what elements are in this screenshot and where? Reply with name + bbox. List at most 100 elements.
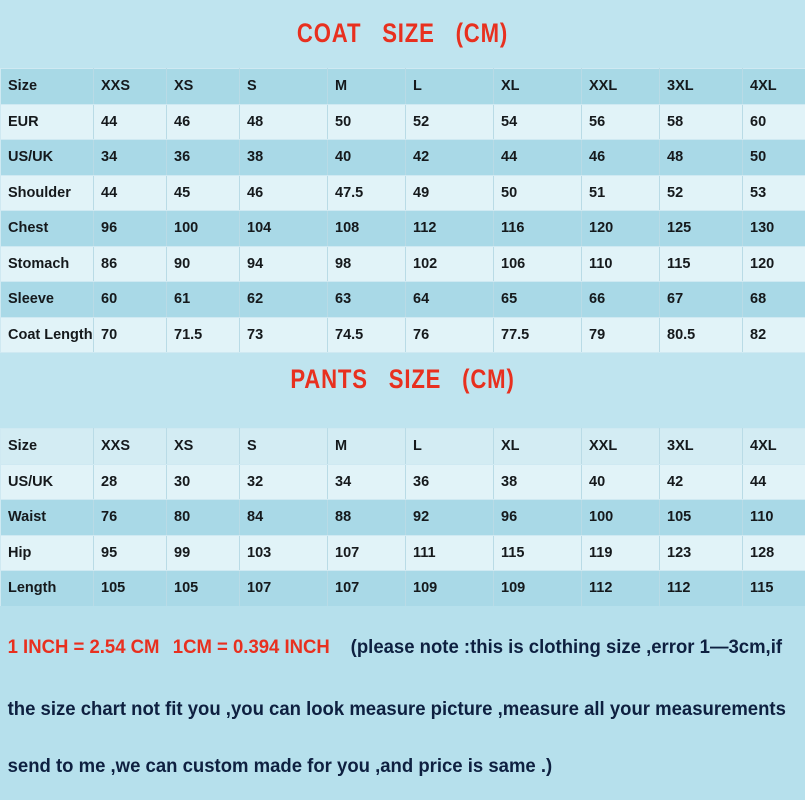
table-cell: 105 xyxy=(166,570,240,607)
table-cell: 123 xyxy=(659,534,743,571)
pants-column-header: L xyxy=(405,428,494,465)
coat-column-header: XXS xyxy=(93,68,167,105)
table-row: EUR44464850525456586062 xyxy=(0,103,805,140)
table-cell: 32 xyxy=(239,463,328,500)
table-cell: 52 xyxy=(405,103,494,140)
note-line-1-rest: (please note :this is clothing size ,err… xyxy=(350,636,783,658)
table-cell: 46 xyxy=(239,174,328,211)
table-cell: 54 xyxy=(493,103,582,140)
table-cell: 90 xyxy=(166,245,240,282)
table-cell: 110 xyxy=(742,499,805,536)
table-cell: 36 xyxy=(405,463,494,500)
inch-to-cm-conversion: 1 INCH = 2.54 CM xyxy=(7,636,160,658)
pants-title-container: PANTS SIZE (CM) xyxy=(0,364,805,404)
table-cell: 44 xyxy=(493,139,582,176)
coat-column-header: 3XL xyxy=(659,68,743,105)
table-cell: 30 xyxy=(166,463,240,500)
table-cell: 128 xyxy=(742,534,805,571)
coat-column-header: XS xyxy=(166,68,240,105)
table-cell: 65 xyxy=(493,281,582,318)
table-cell: 74.5 xyxy=(327,316,406,353)
table-cell: 46 xyxy=(581,139,660,176)
table-cell: 71.5 xyxy=(166,316,240,353)
table-cell: 125 xyxy=(659,210,743,247)
table-cell: 76 xyxy=(93,499,167,536)
table-cell: 110 xyxy=(581,245,660,282)
table-cell: 98 xyxy=(327,245,406,282)
coat-column-header: S xyxy=(239,68,328,105)
table-cell: 120 xyxy=(581,210,660,247)
table-row: Chest96100104108112116120125130135 xyxy=(0,210,805,247)
row-label: Coat Length xyxy=(0,316,94,353)
coat-column-header: Size xyxy=(0,68,94,105)
row-label: US/UK xyxy=(0,139,94,176)
table-cell: 67 xyxy=(659,281,743,318)
table-cell: 63 xyxy=(327,281,406,318)
table-cell: 73 xyxy=(239,316,328,353)
table-cell: 44 xyxy=(742,463,805,500)
pants-column-header: S xyxy=(239,428,328,465)
row-label: Waist xyxy=(0,499,94,536)
table-cell: 34 xyxy=(327,463,406,500)
note-line-1: 1 INCH = 2.54 CM 1CM = 0.394 INCH (please … xyxy=(0,632,782,662)
table-cell: 34 xyxy=(93,139,167,176)
table-cell: 66 xyxy=(581,281,660,318)
table-row: US/UK34363840424446485052 xyxy=(0,139,805,176)
row-label: Sleeve xyxy=(0,281,94,318)
table-cell: 80 xyxy=(166,499,240,536)
table-cell: 100 xyxy=(166,210,240,247)
table-cell: 44 xyxy=(93,174,167,211)
table-cell: 76 xyxy=(405,316,494,353)
table-row: Sleeve60616263646566676869 xyxy=(0,281,805,318)
table-cell: 99 xyxy=(166,534,240,571)
table-row: Hip9599103107111115119123128133 xyxy=(0,534,805,571)
table-cell: 64 xyxy=(405,281,494,318)
table-cell: 62 xyxy=(239,281,328,318)
row-label: US/UK xyxy=(0,463,94,500)
table-cell: 86 xyxy=(93,245,167,282)
table-cell: 96 xyxy=(93,210,167,247)
table-cell: 40 xyxy=(327,139,406,176)
table-cell: 80.5 xyxy=(659,316,743,353)
pants-column-header: XXS xyxy=(93,428,167,465)
table-cell: 111 xyxy=(405,534,494,571)
table-cell: 106 xyxy=(493,245,582,282)
table-cell: 107 xyxy=(327,570,406,607)
table-cell: 115 xyxy=(493,534,582,571)
note-line-3: send to me ,we can custom made for you ,… xyxy=(7,755,553,777)
table-cell: 92 xyxy=(405,499,494,536)
row-label: Stomach xyxy=(0,245,94,282)
table-cell: 105 xyxy=(93,570,167,607)
table-cell: 105 xyxy=(659,499,743,536)
table-cell: 56 xyxy=(581,103,660,140)
row-label: Length xyxy=(0,570,94,607)
coat-column-header: XXL xyxy=(581,68,660,105)
table-cell: 77.5 xyxy=(493,316,582,353)
table-cell: 94 xyxy=(239,245,328,282)
coat-size-title: COAT SIZE (CM) xyxy=(296,18,509,48)
table-cell: 60 xyxy=(742,103,805,140)
table-cell: 48 xyxy=(239,103,328,140)
table-cell: 79 xyxy=(581,316,660,353)
table-cell: 42 xyxy=(405,139,494,176)
table-cell: 100 xyxy=(581,499,660,536)
coat-column-header: M xyxy=(327,68,406,105)
row-label: Hip xyxy=(0,534,94,571)
table-cell: 50 xyxy=(327,103,406,140)
table-cell: 115 xyxy=(742,570,805,607)
coat-header-row: SizeXXSXSSMLXLXXL3XL4XL5XL xyxy=(0,68,805,105)
footer-note: 1 INCH = 2.54 CM 1CM = 0.394 INCH (please … xyxy=(0,606,805,800)
note-line-2: the size chart not fit you ,you can look… xyxy=(7,698,786,720)
coat-size-table: SizeXXSXSSMLXLXXL3XL4XL5XLEUR44464850525… xyxy=(0,68,805,353)
table-row: Stomach86909498102106110115120125 xyxy=(0,245,805,282)
table-cell: 120 xyxy=(742,245,805,282)
table-cell: 112 xyxy=(581,570,660,607)
table-cell: 52 xyxy=(659,174,743,211)
table-cell: 109 xyxy=(493,570,582,607)
table-cell: 47.5 xyxy=(327,174,406,211)
table-cell: 61 xyxy=(166,281,240,318)
table-cell: 107 xyxy=(327,534,406,571)
